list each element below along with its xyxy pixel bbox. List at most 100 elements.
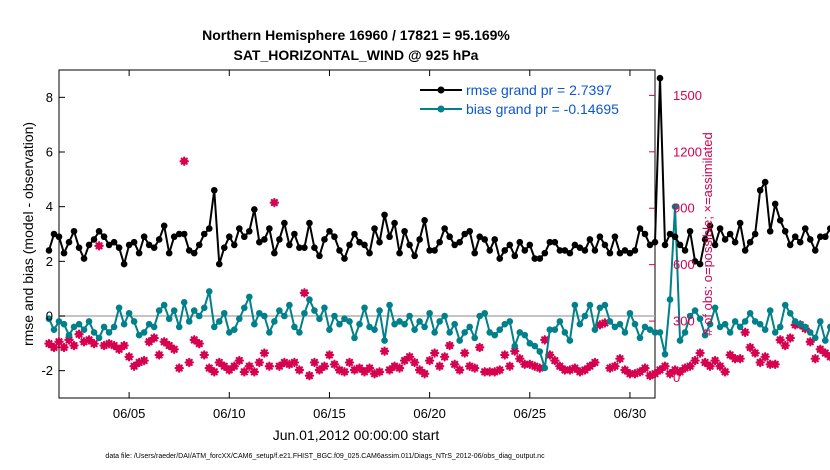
rmse-point: [421, 217, 428, 224]
rmse-point: [85, 241, 93, 249]
bias-point: [130, 318, 138, 325]
rmse-point: [766, 227, 774, 235]
rmse-point: [160, 222, 168, 230]
rmse-point: [291, 230, 298, 238]
rmse-point: [236, 225, 243, 232]
obs-marker: [735, 353, 745, 364]
bias-point: [386, 301, 393, 309]
obs-marker: [725, 350, 735, 360]
rmse-point: [446, 233, 453, 241]
bias-point: [526, 340, 534, 347]
bias-point: [481, 309, 489, 317]
obs-marker: [64, 335, 74, 345]
rmse-point: [341, 255, 348, 262]
obs-marker: [500, 350, 510, 360]
bias-point: [596, 304, 604, 312]
obs-marker: [495, 365, 505, 375]
obs-marker: [444, 340, 455, 351]
bias-point: [741, 318, 749, 325]
bias-point: [175, 323, 183, 331]
bias-point: [456, 337, 463, 344]
obs-marker: [580, 365, 590, 375]
obs-marker: [805, 337, 815, 347]
y-right-tick-label: 900: [673, 201, 695, 216]
rmse-point: [271, 249, 278, 257]
bias-point: [75, 320, 83, 328]
obs-marker: [650, 369, 660, 379]
bias-point: [441, 312, 448, 320]
bias-point: [586, 301, 594, 309]
bias-point: [296, 329, 303, 336]
obs-marker: [129, 361, 139, 371]
rmse-point: [155, 236, 163, 243]
rmse-point: [215, 260, 223, 268]
obs-marker: [540, 335, 550, 345]
obs-marker: [615, 353, 625, 364]
rmse-point: [100, 233, 108, 241]
bias-point: [541, 364, 549, 372]
obs-marker: [525, 359, 535, 370]
obs-marker: [124, 352, 134, 362]
bias-point: [411, 326, 418, 333]
rmse-point: [536, 255, 544, 262]
obs-marker: [510, 346, 520, 356]
obs-marker: [159, 337, 169, 347]
obs-marker: [765, 359, 775, 370]
y-axis-right-label: # of obs: o=possible; ×=assimilated: [700, 132, 715, 335]
obs-marker: [575, 367, 585, 377]
bias-point: [616, 320, 624, 328]
bias-point: [311, 307, 318, 314]
rmse-point: [466, 227, 473, 235]
obs-marker: [705, 361, 715, 371]
rmse-point: [195, 241, 203, 249]
obs-marker: [680, 363, 690, 373]
obs-marker: [319, 361, 330, 371]
obs-marker: [119, 340, 129, 351]
obs-marker: [730, 353, 740, 364]
bias-point: [626, 309, 634, 317]
rmse-point: [521, 247, 529, 254]
legend: rmse grand pr = 2.7397 bias grand pr = -…: [420, 82, 619, 117]
bias-point: [356, 320, 363, 328]
bias-point: [416, 318, 423, 325]
rmse-point: [140, 233, 148, 241]
rmse-point: [526, 241, 534, 249]
bias-point: [281, 312, 288, 320]
obs-marker: [219, 361, 229, 371]
y-right-tick-label: 1200: [673, 144, 702, 159]
bias-point: [576, 320, 584, 328]
obs-marker: [815, 344, 825, 354]
bias-point: [726, 329, 734, 336]
bias-series: [45, 203, 830, 372]
rmse-point: [391, 219, 398, 227]
rmse-point: [115, 244, 123, 251]
bias-point: [396, 318, 403, 325]
left-axis-ticks: -2 0 2 4 6 8: [41, 90, 65, 378]
obs-marker: [269, 197, 280, 208]
bias-point: [511, 342, 519, 350]
obs-marker: [464, 361, 475, 371]
obs-marker: [635, 367, 645, 377]
rmse-point: [185, 247, 193, 254]
obs-marker: [99, 340, 109, 351]
obs-marker: [505, 361, 515, 371]
obs-marker: [820, 348, 830, 358]
bias-point: [566, 337, 574, 344]
obs-marker: [630, 369, 640, 379]
bias-point: [215, 318, 223, 325]
rmse-point: [441, 225, 448, 232]
bias-point: [145, 320, 153, 328]
bias-point: [496, 326, 504, 333]
rmse-point: [826, 225, 830, 232]
rmse-point: [576, 244, 584, 251]
bias-point: [205, 288, 213, 295]
bias-point: [381, 337, 388, 344]
bias-point: [140, 329, 148, 336]
bias-point: [606, 318, 614, 325]
obs-marker: [294, 365, 305, 375]
chart-title: Northern Hemisphere 16960 / 17821 = 95.1…: [202, 27, 510, 43]
obs-marker: [279, 357, 290, 368]
bias-point: [421, 323, 428, 331]
bias-point: [681, 329, 689, 336]
obs-marker: [785, 333, 795, 343]
